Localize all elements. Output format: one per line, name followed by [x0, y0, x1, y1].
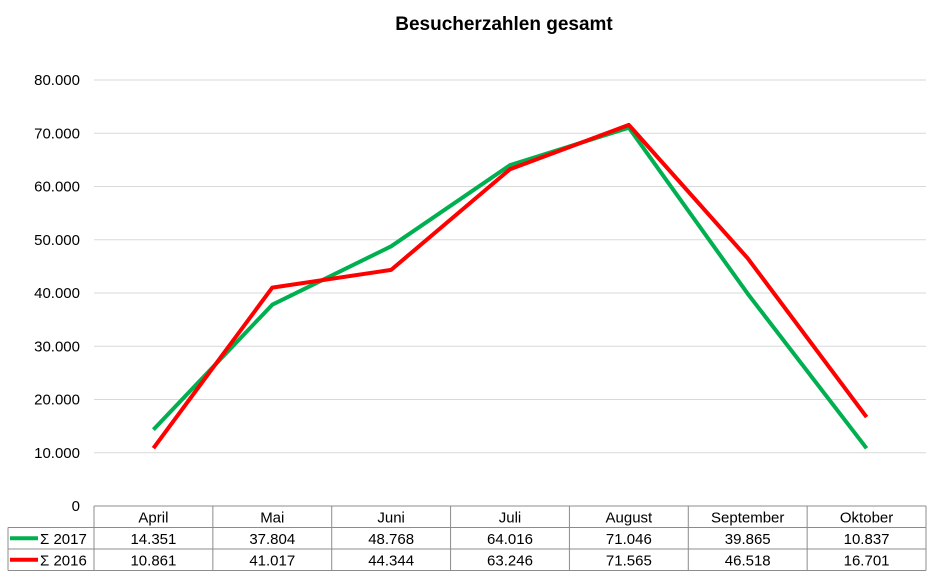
y-tick-label: 80.000	[34, 72, 80, 89]
chart-title: Besucherzahlen gesamt	[395, 14, 613, 35]
data-label: 41.017	[249, 553, 295, 570]
x-category-label: September	[711, 510, 784, 527]
x-category-label: Juli	[499, 510, 522, 527]
data-label: 48.768	[368, 531, 414, 548]
x-category-label: Juni	[377, 510, 405, 527]
data-label: 44.344	[368, 553, 414, 570]
data-label: 63.246	[487, 553, 533, 570]
data-label: 10.861	[130, 553, 176, 570]
y-tick-label: 0	[72, 498, 80, 515]
data-label: 64.016	[487, 531, 533, 548]
data-label: 16.701	[844, 553, 890, 570]
legend-label: Σ 2017	[40, 531, 87, 548]
data-label: 14.351	[130, 531, 176, 548]
data-label: 71.565	[606, 553, 652, 570]
data-label: 71.046	[606, 531, 652, 548]
series-line-0	[151, 125, 869, 450]
y-tick-label: 20.000	[34, 392, 80, 409]
x-category-label: Mai	[260, 510, 284, 527]
legend-label: Σ 2016	[40, 553, 87, 570]
y-tick-label: 40.000	[34, 285, 80, 302]
y-tick-label: 60.000	[34, 179, 80, 196]
x-category-label: August	[606, 510, 654, 527]
data-label: 39.865	[725, 531, 771, 548]
x-category-label: Oktober	[840, 510, 893, 527]
data-label: 46.518	[725, 553, 771, 570]
y-tick-label: 50.000	[34, 232, 80, 249]
y-tick-label: 10.000	[34, 445, 80, 462]
series-line-1	[151, 122, 869, 450]
data-label: 37.804	[249, 531, 295, 548]
data-label: 10.837	[844, 531, 890, 548]
y-tick-label: 30.000	[34, 338, 80, 355]
x-category-label: April	[138, 510, 168, 527]
y-tick-label: 70.000	[34, 125, 80, 142]
